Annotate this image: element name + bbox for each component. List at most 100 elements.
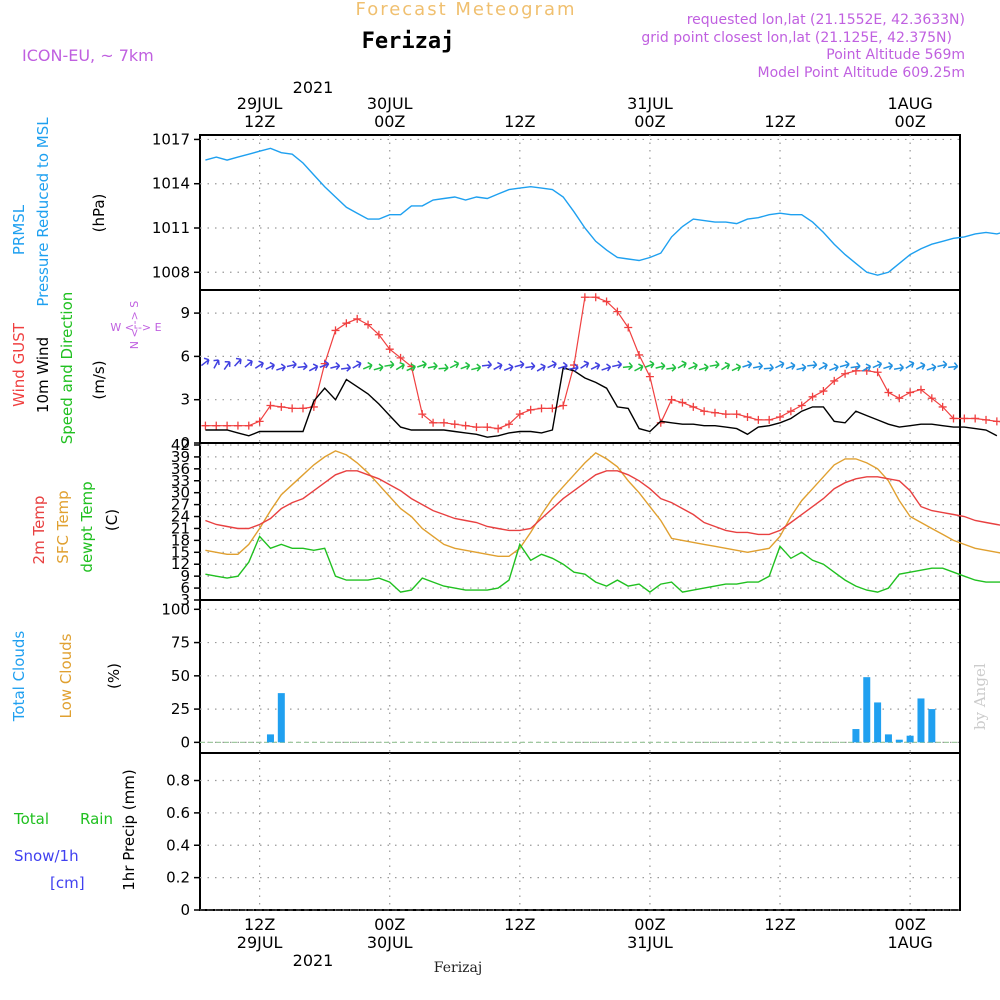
gust-marker [776,413,785,422]
total-cloud-bar [917,698,925,743]
arrow-shape [514,360,525,369]
gust-marker [667,395,676,404]
arrow-shape [330,361,341,371]
y-tick-label: 1008 [152,263,190,281]
wind-direction-arrow [818,361,828,371]
wind-speed-dir-label: Speed and Direction [58,292,76,445]
temperature-series [205,450,1000,593]
gust-marker [635,350,644,359]
arrow-shape [493,361,503,371]
year-label-bottom: 2021 [293,951,334,970]
y-tick-label: 33 [171,472,190,490]
gust-marker [548,404,557,413]
date-label-bottom: 1AUG [888,933,933,952]
temp-2m-line [205,470,1000,536]
wind-direction-arrow [731,363,742,372]
gust-marker [754,415,763,424]
time-label-bottom: 12Z [764,915,795,934]
rain-label: Rain [80,810,113,828]
y-tick-label: 6 [180,347,190,365]
wind-10m-line [205,367,998,438]
arrow-shape [362,361,373,370]
arrow-shape [481,360,492,369]
y-tick-label: 25 [171,700,190,718]
wind-gust-label: Wind GUST [10,322,28,407]
wind-direction-arrow [514,360,525,369]
arrow-shape [937,360,948,369]
wind-direction-arrow [417,360,427,369]
pressure-series [205,147,1000,276]
y-tick-label: 24 [171,508,190,526]
date-label-bottom: 31JUL [627,933,673,952]
arrow-shape [590,361,601,370]
gust-marker [927,394,936,403]
gust-marker [602,297,611,306]
gust-marker [916,385,925,394]
total-cloud-bar [863,677,871,743]
arrow-shape [568,363,579,372]
gust-marker [223,421,232,430]
total-cloud-bar [266,734,274,743]
temp-2m-label: 2m Temp [30,496,48,565]
model-label: ICON-EU, ~ 7km [22,46,154,65]
arrow-shape [775,360,785,369]
arrow-shape [807,360,818,369]
total-cloud-bar [928,709,936,743]
gust-marker [700,407,709,416]
total-cloud-bar [874,702,882,743]
point-altitude: Point Altitude 569m [826,47,965,63]
gust-marker [819,387,828,396]
y-tick-label: 3 [180,391,190,409]
y-tick-label: 1011 [152,219,190,237]
arrow-shape [384,360,395,369]
clouds-frame [199,599,961,754]
wind-direction-arrow [698,363,709,372]
wind-direction-arrow [775,360,785,369]
pressure-label-a: PRMSL [10,204,28,255]
wind-direction-arrow [384,360,395,369]
time-label-bottom: 00Z [894,915,925,934]
wind-direction-arrow [362,361,373,370]
wind-direction-arrows [200,357,959,372]
wind-direction-arrow [721,361,731,371]
gust-marker [396,353,405,362]
arrow-shape [601,363,612,372]
arrow-shape [742,360,753,369]
requested-coords: requested lon,lat (21.1552E, 42.3633N) [687,12,965,28]
wind-series [201,293,1000,438]
gust-marker [971,414,980,423]
wind-direction-arrow [752,361,763,371]
wind-direction-arrow [742,360,753,369]
wind-direction-arrow [601,363,612,372]
wind-direction-arrow [233,357,242,367]
time-label-top: 12Z [244,112,275,131]
time-label-top: 00Z [634,112,665,131]
wind-direction-arrow [634,363,644,372]
arrow-shape [677,360,687,369]
y-tick-label: 9 [180,567,190,585]
gust-marker [429,418,438,427]
grid-point-coords: grid point closest lon,lat (21.125E, 42.… [641,30,952,46]
y-tick-label: 3 [180,591,190,609]
precip-frame [199,752,961,911]
total-cloud-bar [884,734,892,743]
gust-marker [374,330,383,339]
model-altitude: Model Point Altitude 609.25m [758,65,965,81]
gust-marker [266,401,275,410]
wind-direction-arrow [926,363,937,372]
time-label-top: 00Z [894,112,925,131]
gust-marker [591,293,600,302]
arrow-shape [893,363,904,372]
arrow-shape [721,361,731,371]
time-label-bottom: 12Z [504,915,535,934]
arrow-shape [352,360,362,369]
wind-direction-arrow [557,361,568,370]
date-label-bottom: 29JUL [237,933,283,952]
arrow-shape [698,363,709,372]
gust-marker [982,415,991,424]
y-tick-label: 0.8 [166,772,190,790]
arrow-shape [883,361,894,370]
wind-direction-arrow [244,359,253,368]
wind-direction-arrow [590,361,601,370]
